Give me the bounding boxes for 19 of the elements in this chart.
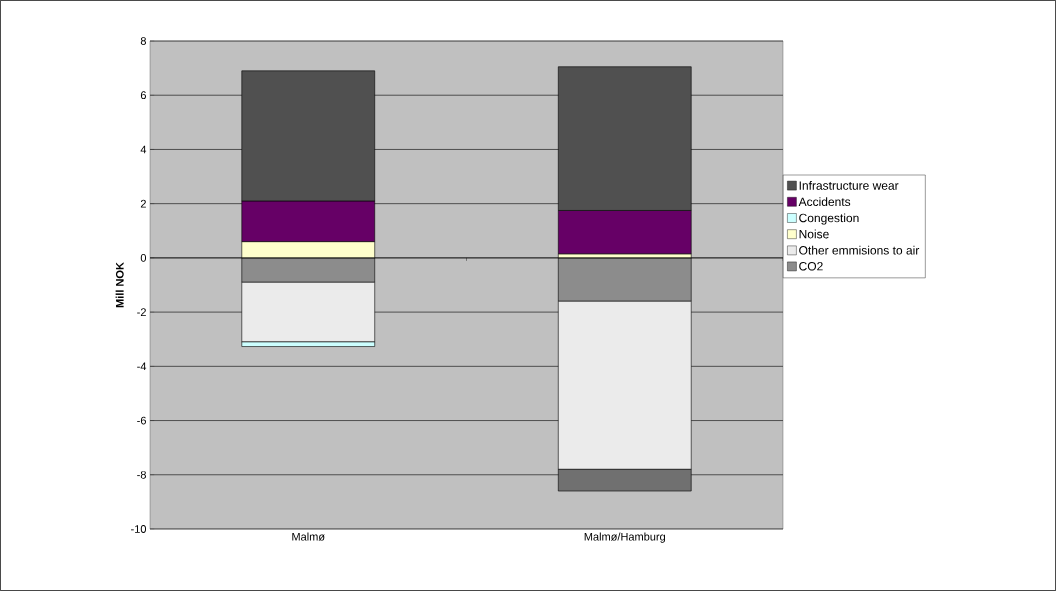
legend-label: Infrastructure wear (799, 181, 899, 190)
legend-label: Congestion (799, 213, 859, 225)
legend-label: Accidents (798, 197, 851, 206)
x-tick-label: Malmø (292, 532, 325, 541)
x-tick-label: Malmø/Hamburg (584, 532, 665, 543)
y-tick-label: 0 (140, 254, 147, 262)
y-tick-label: -10 (131, 525, 147, 533)
y-tick-label: -2 (137, 308, 146, 316)
y-tick-label: -4 (137, 362, 147, 371)
y-tick-label: -8 (137, 470, 146, 479)
y-tick-label: 4 (140, 145, 147, 154)
y-tick-label: 8 (140, 37, 146, 45)
y-tick-label: 6 (140, 91, 146, 100)
y-tick-label: -6 (137, 416, 146, 425)
y-axis-title: Mill NOK (115, 262, 124, 308)
legend-label: Other emmisions to air (799, 245, 920, 255)
legend-label: CO2 (799, 261, 823, 271)
legend-label: Noise (799, 229, 829, 239)
y-tick-label: 2 (140, 199, 146, 208)
